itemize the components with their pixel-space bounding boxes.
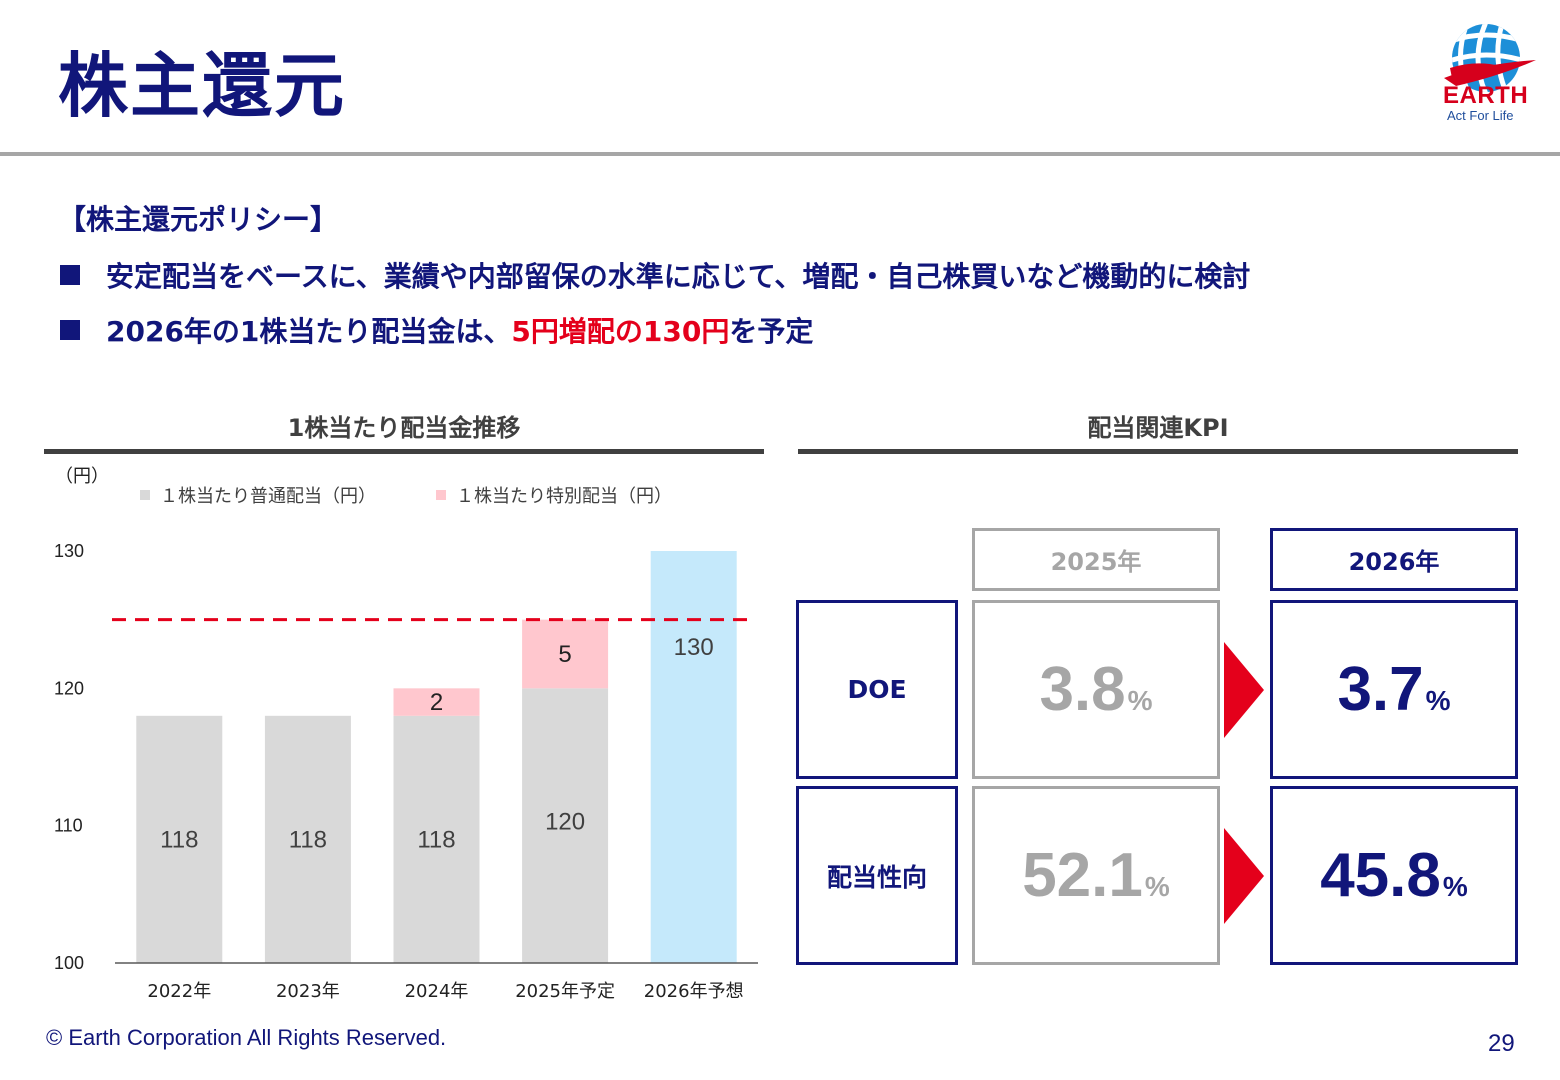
kpi-payout-2026: 45.8% <box>1270 786 1518 965</box>
dividend-bar-chart: 100 110 120 130 118 2022年 118 2023年 2 118 2024年 5 12… <box>54 541 758 1002</box>
chart-unit-label: （円） <box>55 466 109 487</box>
policy-bullet-1: 安定配当をベースに、業績や内部留保の水準に応じて、増配・自己株買いなど機動的に検… <box>60 255 1250 295</box>
kpi-arrow-right-icon <box>1224 828 1264 924</box>
policy-bullet-2-text: 2026年の1株当たり配当金は、5円増配の130円を予定 <box>106 315 814 348</box>
x-category-label: 2022年 <box>147 981 211 1002</box>
logo-tagline: Act For Life <box>1447 108 1514 123</box>
legend-label-special: １株当たり特別配当（円） <box>456 486 672 507</box>
policy-bullet-2: 2026年の1株当たり配当金は、5円増配の130円を予定 <box>60 310 813 350</box>
kpi-row-label-payout: 配当性向 <box>796 786 958 965</box>
bar-regular-label: 120 <box>545 809 585 836</box>
bar-regular-label: 130 <box>674 634 714 661</box>
page-number: 29 <box>1488 1030 1515 1057</box>
policy-bullet-1-text: 安定配当をベースに、業績や内部留保の水準に応じて、増配・自己株買いなど機動的に検… <box>106 260 1251 293</box>
legend-item-special: １株当たり特別配当（円） <box>436 482 672 508</box>
chart-section-divider <box>44 449 764 454</box>
bar-special-label: 5 <box>558 641 571 668</box>
logo-wordmark: EARTH <box>1443 82 1529 109</box>
kpi-year-2026-header: 2026年 <box>1270 528 1518 591</box>
x-category-label: 2026年予想 <box>644 981 744 1002</box>
bar-regular-label: 118 <box>417 826 455 853</box>
legend-label-regular: １株当たり普通配当（円） <box>160 486 376 507</box>
page-title: 株主還元 <box>58 45 346 127</box>
policy-heading: 【株主還元ポリシー】 <box>58 203 339 236</box>
kpi-payout-2025: 52.1% <box>972 786 1220 965</box>
header-divider <box>0 152 1560 156</box>
bar-regular-label: 118 <box>160 826 198 853</box>
bar-special <box>522 619 609 689</box>
kpi-row-label-doe: DOE <box>796 600 958 779</box>
copyright-notice: © Earth Corporation All Rights Reserved. <box>46 1025 447 1050</box>
bar-regular <box>393 715 480 963</box>
kpi-doe-2025: 3.8% <box>972 600 1220 779</box>
square-bullet-icon <box>60 320 80 340</box>
legend-swatch-regular <box>140 490 150 500</box>
chart-section-title: 1株当たり配当金推移 <box>287 414 521 442</box>
y-tick-label: 120 <box>54 678 84 698</box>
legend-swatch-special <box>436 490 446 500</box>
earth-globe-icon <box>1444 24 1536 92</box>
legend-item-regular: １株当たり普通配当（円） <box>140 482 376 508</box>
bar-regular <box>264 715 351 963</box>
kpi-section-title: 配当関連KPI <box>1087 414 1229 442</box>
x-category-label: 2023年 <box>276 981 340 1002</box>
bar-regular-label: 118 <box>289 826 327 853</box>
bar-regular <box>650 551 737 963</box>
kpi-doe-2026: 3.7% <box>1270 600 1518 779</box>
square-bullet-icon <box>60 265 80 285</box>
x-category-label: 2024年 <box>405 981 469 1002</box>
y-tick-label: 110 <box>54 816 83 836</box>
bar-special-label: 2 <box>430 689 443 716</box>
bar-regular <box>522 688 609 963</box>
kpi-year-2025-header: 2025年 <box>972 528 1220 591</box>
bar-special <box>393 688 480 716</box>
x-category-label: 2025年予定 <box>515 981 615 1002</box>
kpi-arrow-right-icon <box>1224 642 1264 738</box>
policy-bullet-2-highlight: 5円増配の130円 <box>511 315 730 348</box>
y-tick-label: 100 <box>54 953 84 973</box>
bar-regular <box>136 715 223 963</box>
y-tick-label: 130 <box>54 541 84 561</box>
kpi-section-divider <box>798 449 1518 454</box>
